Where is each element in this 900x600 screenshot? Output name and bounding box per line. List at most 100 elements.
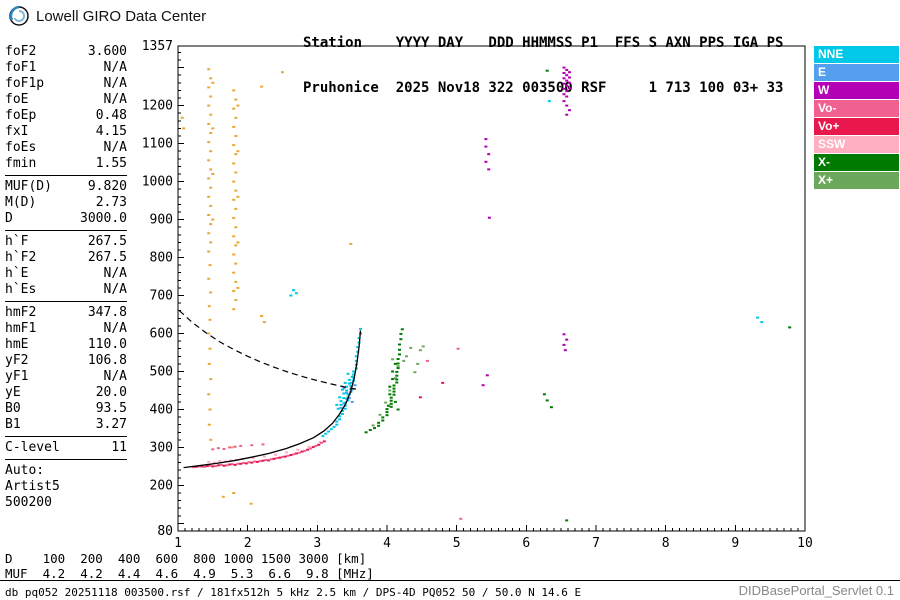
param-label: fmin	[5, 156, 37, 171]
footer-status: db pq052 20251118 003500.rsf / 181fx512h…	[5, 586, 582, 599]
param-row-hme: hmE 110.0	[5, 337, 127, 353]
y-tick-label: 200	[150, 478, 173, 493]
param-value: N/A	[103, 140, 127, 155]
param-label: fxI	[5, 124, 29, 139]
param-value: 9.820	[87, 179, 127, 194]
muf-transmission-curve	[178, 310, 360, 391]
param-value: 20.0	[95, 385, 127, 400]
param-group-divider	[5, 301, 127, 302]
param-value: N/A	[103, 282, 127, 297]
param-value: N/A	[103, 92, 127, 107]
giro-logo-icon	[9, 5, 29, 26]
param-row-ye: yE 20.0	[5, 385, 127, 401]
param-label: yF2	[5, 353, 29, 368]
x-tick-label: 2	[244, 536, 252, 551]
legend-item-w: W	[814, 82, 899, 99]
param-value: N/A	[103, 60, 127, 75]
x-tick-label: 10	[797, 536, 813, 551]
param-row-fmin: fmin 1.55	[5, 156, 127, 172]
param-value: 3.600	[87, 44, 127, 59]
param-row-fof1: foF1 N/A	[5, 60, 127, 76]
muf-table-row-muf: MUF 4.2 4.2 4.4 4.6 4.9 5.3 6.6 9.8 [MHz…	[5, 566, 374, 581]
param-row-fof2: foF2 3.600	[5, 44, 127, 60]
param-row-hes: h`Es N/A	[5, 282, 127, 298]
station-header: Station YYYY DAY DDD HHMMSS P1 FFS S AXN…	[303, 6, 783, 126]
header-columns-line: Station YYYY DAY DDD HHMMSS P1 FFS S AXN…	[303, 35, 784, 51]
servlet-version: DIDBasePortal_Servlet 0.1	[738, 583, 894, 598]
param-label: M(D)	[5, 195, 37, 210]
scatter-series-w	[481, 66, 571, 387]
param-label: h`Es	[5, 282, 37, 297]
param-label: h`E	[5, 266, 29, 281]
y-tick-label: 900	[150, 213, 173, 228]
param-row-b1: B1 3.27	[5, 417, 127, 433]
param-label: D	[5, 211, 13, 226]
legend-item-vo: Vo-	[814, 100, 899, 117]
x-tick-label: 4	[383, 536, 391, 551]
param-row-d: D 3000.0	[5, 211, 127, 227]
param-value: N/A	[103, 76, 127, 91]
param-row-clevel: C-level 11	[5, 440, 127, 456]
x-tick-label: 6	[522, 536, 530, 551]
param-value: N/A	[103, 369, 127, 384]
param-row-hmf1: hmF1 N/A	[5, 321, 127, 337]
param-value: 267.5	[87, 234, 127, 249]
x-axis: 1 2 3 4 5 6 7 8 9 10	[174, 525, 813, 551]
legend-item-vo: Vo+	[814, 118, 899, 135]
param-row-yf1: yF1 N/A	[5, 369, 127, 385]
legend-item-x: X+	[814, 172, 899, 189]
param-value: 2.73	[95, 195, 127, 210]
param-label: foF2	[5, 44, 37, 59]
param-label: h`F	[5, 234, 29, 249]
param-label: B1	[5, 417, 21, 432]
y-axis: 1357 1200 1100 1000 900 800 700 600 500 400 300 200…	[142, 39, 184, 539]
param-value: 0.48	[95, 108, 127, 123]
legend-item-x: X-	[814, 154, 899, 171]
param-label: hmF1	[5, 321, 37, 336]
x-tick-label: 7	[592, 536, 600, 551]
y-tick-label: 600	[150, 327, 173, 342]
param-row-mufd: MUF(D) 9.820	[5, 179, 127, 195]
y-tick-label: 1357	[142, 39, 173, 54]
param-row-hf: h`F 267.5	[5, 234, 127, 250]
param-label: foE	[5, 92, 29, 107]
param-row-foe: foE N/A	[5, 92, 127, 108]
x-tick-label: 1	[174, 536, 182, 551]
param-row-b0: B0 93.5	[5, 401, 127, 417]
param-group-divider	[5, 175, 127, 176]
autoscaler-code: 500200	[5, 495, 52, 510]
legend-item-ssw: SSW	[814, 136, 899, 153]
parameter-panel: foF2 3.600 foF1 N/A foF1p N/A foE N/A foEp 0.48 fx…	[5, 44, 127, 511]
ionogram-plot: 1 2 3 4 5 6 7 8 9 10 1357 1200 1100 1000 900 800 700 600 5…	[142, 39, 813, 551]
footer-divider	[0, 580, 900, 581]
auto-label: Auto:	[5, 463, 45, 478]
true-height-profile-line	[183, 330, 362, 469]
x-tick-label: 8	[662, 536, 670, 551]
param-label: hmF2	[5, 305, 37, 320]
scatter-series-vo	[191, 347, 463, 520]
param-label: foEs	[5, 140, 37, 155]
autoscaler-name: Artist5	[5, 479, 60, 494]
param-row-md: M(D) 2.73	[5, 195, 127, 211]
scatter-series-x	[371, 345, 425, 427]
param-label: h`F2	[5, 250, 37, 265]
x-tick-label: 5	[453, 536, 461, 551]
x-tick-label: 9	[731, 536, 739, 551]
direction-legend: NNE E W Vo- Vo+ SSW X- X+	[814, 46, 899, 190]
y-tick-label: 800	[150, 251, 173, 266]
param-value: N/A	[103, 321, 127, 336]
y-tick-label: 1100	[142, 137, 173, 152]
param-value: 267.5	[87, 250, 127, 265]
param-value: 1.55	[95, 156, 127, 171]
param-value: 347.8	[87, 305, 127, 320]
param-value: N/A	[103, 266, 127, 281]
param-group-divider	[5, 230, 127, 231]
y-tick-label: 400	[150, 402, 173, 417]
param-label: foF1	[5, 60, 37, 75]
param-label: MUF(D)	[5, 179, 52, 194]
param-label: foEp	[5, 108, 37, 123]
legend-item-nne: NNE	[814, 46, 899, 63]
y-tick-label: 1200	[142, 99, 173, 114]
param-group-divider	[5, 436, 127, 437]
